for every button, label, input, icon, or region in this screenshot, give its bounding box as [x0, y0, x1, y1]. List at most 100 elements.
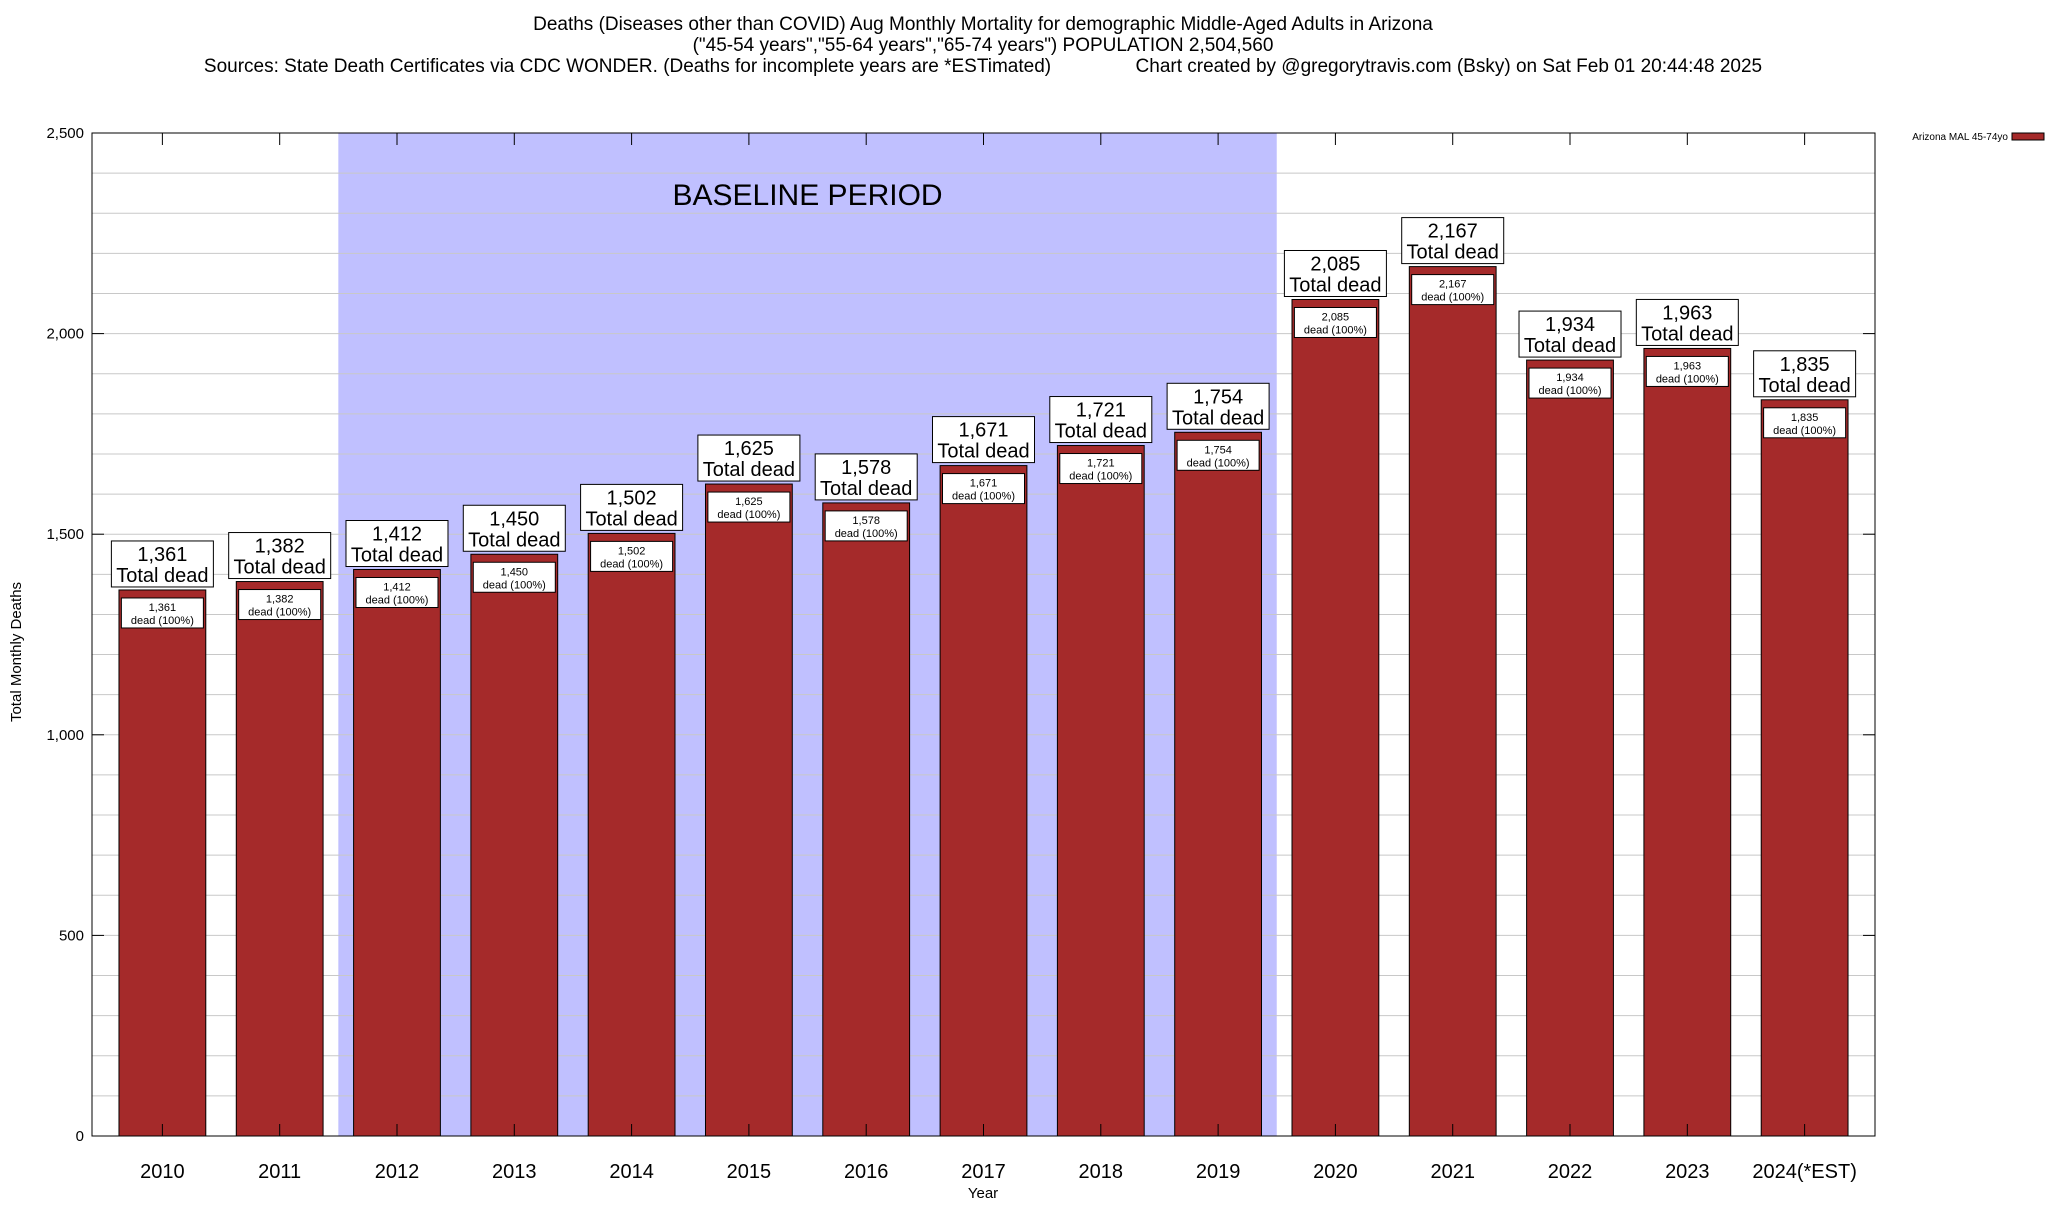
- y-axis-label: Total Monthly Deaths: [8, 582, 25, 722]
- inner-label-box: [472, 561, 556, 593]
- x-tick-label: 2023: [1665, 1161, 1710, 1183]
- inner-percent-label: dead (100%): [952, 491, 1015, 503]
- x-tick-label: 2014: [609, 1161, 654, 1183]
- total-label-box: [1049, 396, 1153, 444]
- inner-value-label: 1,625: [735, 496, 763, 508]
- total-dead-label: Total dead: [1172, 407, 1264, 429]
- chart-title: Deaths (Diseases other than COVID) Aug M…: [204, 14, 1762, 77]
- bar-2023: [1643, 347, 1732, 1137]
- inner-percent-label: dead (100%): [1187, 457, 1250, 469]
- inner-percent-label: dead (100%): [1421, 292, 1484, 304]
- inner-label-box: [1176, 439, 1260, 471]
- inner-value-label: 2,167: [1439, 279, 1467, 291]
- total-value-label: 1,450: [489, 508, 539, 530]
- x-tick-label: 2018: [1079, 1161, 1124, 1183]
- total-label-box: [1518, 310, 1622, 358]
- total-value-label: 1,754: [1193, 386, 1243, 408]
- inner-value-label: 1,382: [266, 594, 294, 606]
- y-tick-label: 1,000: [46, 727, 84, 744]
- y-tick-label: 1,500: [46, 526, 84, 543]
- inner-percent-label: dead (100%): [717, 509, 780, 521]
- inner-percent-label: dead (100%): [1069, 471, 1132, 483]
- legend: Arizona MAL 45-74yo: [1912, 132, 2045, 143]
- inner-label-box: [942, 473, 1025, 505]
- total-value-label: 1,382: [255, 536, 305, 558]
- total-label-box: [1401, 217, 1505, 265]
- y-tick-label: 0: [76, 1128, 84, 1145]
- x-tick-label: 2016: [844, 1161, 889, 1183]
- total-label-box: [1635, 298, 1739, 346]
- inner-value-label: 1,671: [970, 478, 998, 490]
- total-dead-label: Total dead: [351, 545, 443, 567]
- bar-2013: [470, 553, 559, 1137]
- inner-label-box: [1763, 407, 1847, 439]
- total-dead-label: Total dead: [1055, 421, 1147, 443]
- inner-value-label: 1,361: [149, 602, 177, 614]
- total-value-label: 1,721: [1076, 400, 1126, 422]
- total-dead-label: Total dead: [1641, 323, 1733, 345]
- total-dead-label: Total dead: [234, 557, 326, 579]
- x-tick-label: 2015: [727, 1161, 772, 1183]
- inner-value-label: 1,934: [1556, 372, 1584, 384]
- inner-value-label: 1,502: [618, 545, 646, 557]
- total-label-box: [345, 520, 449, 568]
- inner-label-box: [1059, 453, 1143, 485]
- total-dead-label: Total dead: [1524, 335, 1616, 357]
- title-line-2: ("45-54 years","55-64 years","65-74 year…: [693, 35, 1274, 56]
- inner-label-box: [238, 589, 322, 621]
- total-label-box: [1283, 249, 1387, 297]
- inner-percent-label: dead (100%): [1773, 425, 1836, 437]
- inner-label-box: [824, 510, 908, 542]
- total-value-label: 1,625: [724, 438, 774, 460]
- inner-percent-label: dead (100%): [600, 558, 663, 570]
- y-tick-label: 2,000: [46, 326, 84, 343]
- total-dead-label: Total dead: [116, 565, 208, 587]
- inner-value-label: 1,754: [1204, 444, 1232, 456]
- bar-2020: [1291, 298, 1380, 1137]
- bar-2016: [822, 502, 911, 1137]
- inner-percent-label: dead (100%): [1304, 324, 1367, 336]
- bar-2017: [939, 465, 1028, 1137]
- total-label-box: [697, 434, 801, 482]
- inner-percent-label: dead (100%): [835, 528, 898, 540]
- x-axis-label: Year: [968, 1185, 998, 1200]
- inner-percent-label: dead (100%): [483, 579, 546, 591]
- total-label-box: [814, 453, 918, 501]
- inner-value-label: 1,578: [852, 515, 880, 527]
- total-label-box: [1166, 382, 1270, 430]
- total-label-box: [110, 540, 214, 588]
- total-label-box: [580, 483, 684, 531]
- bar-2018: [1056, 445, 1145, 1137]
- bar-2010: [118, 589, 207, 1137]
- inner-label-box: [707, 491, 791, 523]
- total-value-label: 1,671: [958, 420, 1008, 442]
- inner-value-label: 1,963: [1674, 360, 1702, 372]
- inner-label-box: [590, 540, 674, 572]
- x-tick-label: 2010: [140, 1161, 185, 1183]
- total-dead-label: Total dead: [585, 508, 677, 530]
- bar-2012: [353, 569, 441, 1137]
- total-dead-label: Total dead: [1289, 274, 1381, 296]
- inner-value-label: 1,450: [501, 566, 529, 578]
- legend-swatch: [2011, 132, 2045, 141]
- total-value-label: 1,361: [137, 544, 187, 566]
- x-tick-label: 2022: [1548, 1161, 1593, 1183]
- total-dead-label: Total dead: [703, 459, 795, 481]
- inner-percent-label: dead (100%): [248, 607, 311, 619]
- total-value-label: 1,835: [1780, 354, 1830, 376]
- inner-percent-label: dead (100%): [1539, 385, 1602, 397]
- inner-label-box: [1293, 306, 1377, 338]
- total-dead-label: Total dead: [1407, 242, 1499, 264]
- legend-entry-label: Arizona MAL 45-74yo: [1912, 132, 2008, 143]
- total-label-box: [228, 532, 332, 580]
- inner-value-label: 1,721: [1087, 458, 1115, 470]
- y-tick-label: 500: [59, 927, 84, 944]
- bar-2024(*EST): [1760, 399, 1849, 1137]
- inner-percent-label: dead (100%): [365, 595, 428, 607]
- title-line-1: Deaths (Diseases other than COVID) Aug M…: [533, 14, 1433, 35]
- inner-value-label: 1,412: [383, 582, 411, 594]
- y-tick-label: 2,500: [46, 125, 84, 142]
- inner-label-box: [1528, 367, 1612, 399]
- inner-label-box: [120, 597, 204, 629]
